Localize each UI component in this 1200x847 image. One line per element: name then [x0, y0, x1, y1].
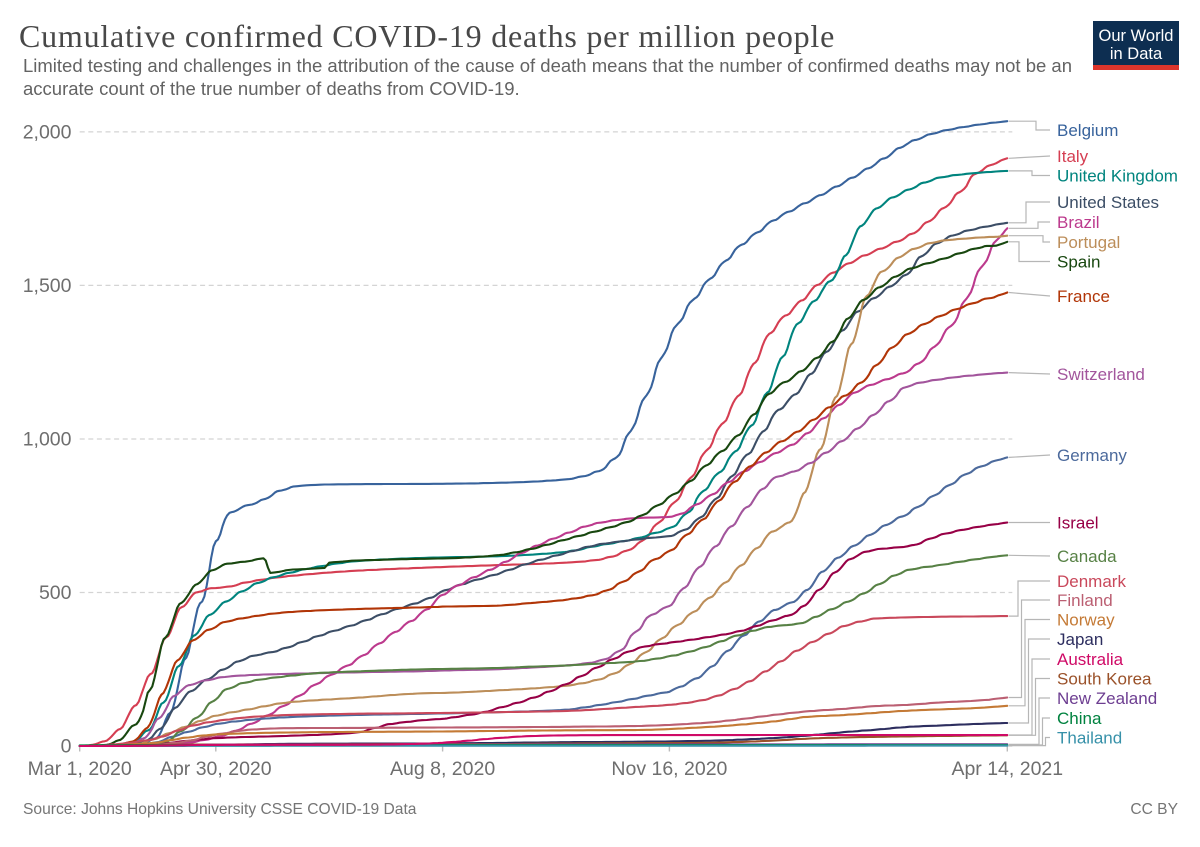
svg-text:Canada: Canada — [1057, 547, 1117, 566]
svg-text:China: China — [1057, 709, 1102, 728]
svg-text:Aug 8, 2020: Aug 8, 2020 — [390, 758, 495, 780]
svg-text:New Zealand: New Zealand — [1057, 689, 1157, 708]
svg-text:Japan: Japan — [1057, 630, 1103, 649]
svg-text:Switzerland: Switzerland — [1057, 365, 1145, 384]
svg-text:Portugal: Portugal — [1057, 233, 1120, 252]
svg-text:0: 0 — [61, 736, 72, 758]
svg-text:Finland: Finland — [1057, 591, 1113, 610]
svg-text:United States: United States — [1057, 193, 1159, 212]
svg-text:Apr 14, 2021: Apr 14, 2021 — [951, 758, 1063, 780]
svg-text:1,500: 1,500 — [23, 275, 72, 297]
svg-text:Mar 1, 2020: Mar 1, 2020 — [28, 758, 132, 780]
svg-text:Spain: Spain — [1057, 253, 1100, 272]
svg-text:500: 500 — [39, 582, 72, 604]
svg-text:1,000: 1,000 — [23, 429, 72, 451]
svg-text:Norway: Norway — [1057, 611, 1115, 630]
svg-text:South Korea: South Korea — [1057, 670, 1152, 689]
svg-text:2,000: 2,000 — [23, 122, 72, 144]
svg-text:Belgium: Belgium — [1057, 121, 1118, 140]
svg-text:Denmark: Denmark — [1057, 572, 1126, 591]
svg-text:Israel: Israel — [1057, 514, 1099, 533]
svg-text:Nov 16, 2020: Nov 16, 2020 — [611, 758, 727, 780]
svg-text:Brazil: Brazil — [1057, 213, 1100, 232]
svg-text:Italy: Italy — [1057, 147, 1089, 166]
svg-text:Thailand: Thailand — [1057, 729, 1122, 748]
svg-text:France: France — [1057, 287, 1110, 306]
svg-text:Germany: Germany — [1057, 446, 1127, 465]
svg-text:Australia: Australia — [1057, 650, 1124, 669]
svg-text:Apr 30, 2020: Apr 30, 2020 — [160, 758, 272, 780]
svg-text:United Kingdom: United Kingdom — [1057, 167, 1178, 186]
